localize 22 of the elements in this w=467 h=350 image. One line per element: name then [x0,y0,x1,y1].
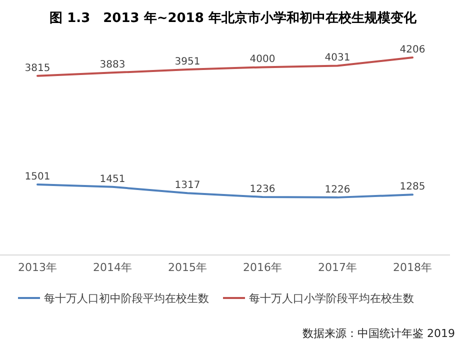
legend-label: 每十万人口初中阶段平均在校生数 [44,292,209,305]
data-label: 4206 [400,44,426,56]
data-label: 1285 [400,182,426,193]
data-label: 3883 [100,60,126,71]
source-note: 数据来源：中国统计年鉴 2019 [302,327,455,340]
x-tick-label: 2014年 [93,261,132,274]
data-label: 4031 [324,52,350,64]
x-tick-label: 2015年 [168,261,207,274]
chart-title: 图 1.3 2013 年~2018 年北京市小学和初中在校生规模变化 [50,10,418,26]
x-tick-label: 2016年 [243,261,282,274]
data-label: 3815 [24,62,50,74]
data-label: 1226 [324,184,350,196]
x-tick-label: 2013年 [18,261,57,274]
data-label: 1501 [24,172,50,183]
legend-label: 每十万人口小学阶段平均在校生数 [249,292,414,305]
x-tick-label: 2017年 [318,261,357,274]
data-label: 4000 [250,54,276,66]
data-label: 1236 [250,184,276,195]
data-label: 1451 [100,174,126,185]
data-label: 1317 [174,180,200,192]
x-tick-label: 2018年 [393,261,432,274]
data-label: 3951 [174,56,200,68]
